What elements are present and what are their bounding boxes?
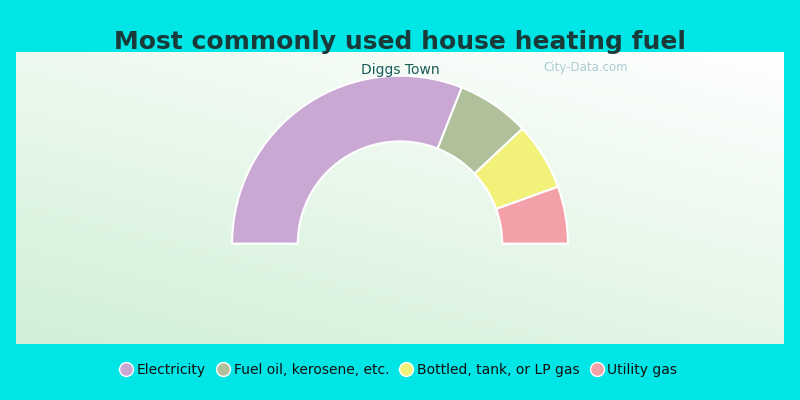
- Text: Diggs Town: Diggs Town: [361, 63, 439, 77]
- Wedge shape: [474, 129, 558, 209]
- Legend: Electricity, Fuel oil, kerosene, etc., Bottled, tank, or LP gas, Utility gas: Electricity, Fuel oil, kerosene, etc., B…: [122, 363, 678, 377]
- Wedge shape: [438, 88, 522, 174]
- Text: City-Data.com: City-Data.com: [543, 61, 628, 74]
- Text: Most commonly used house heating fuel: Most commonly used house heating fuel: [114, 30, 686, 54]
- Wedge shape: [496, 187, 568, 244]
- Wedge shape: [232, 76, 462, 244]
